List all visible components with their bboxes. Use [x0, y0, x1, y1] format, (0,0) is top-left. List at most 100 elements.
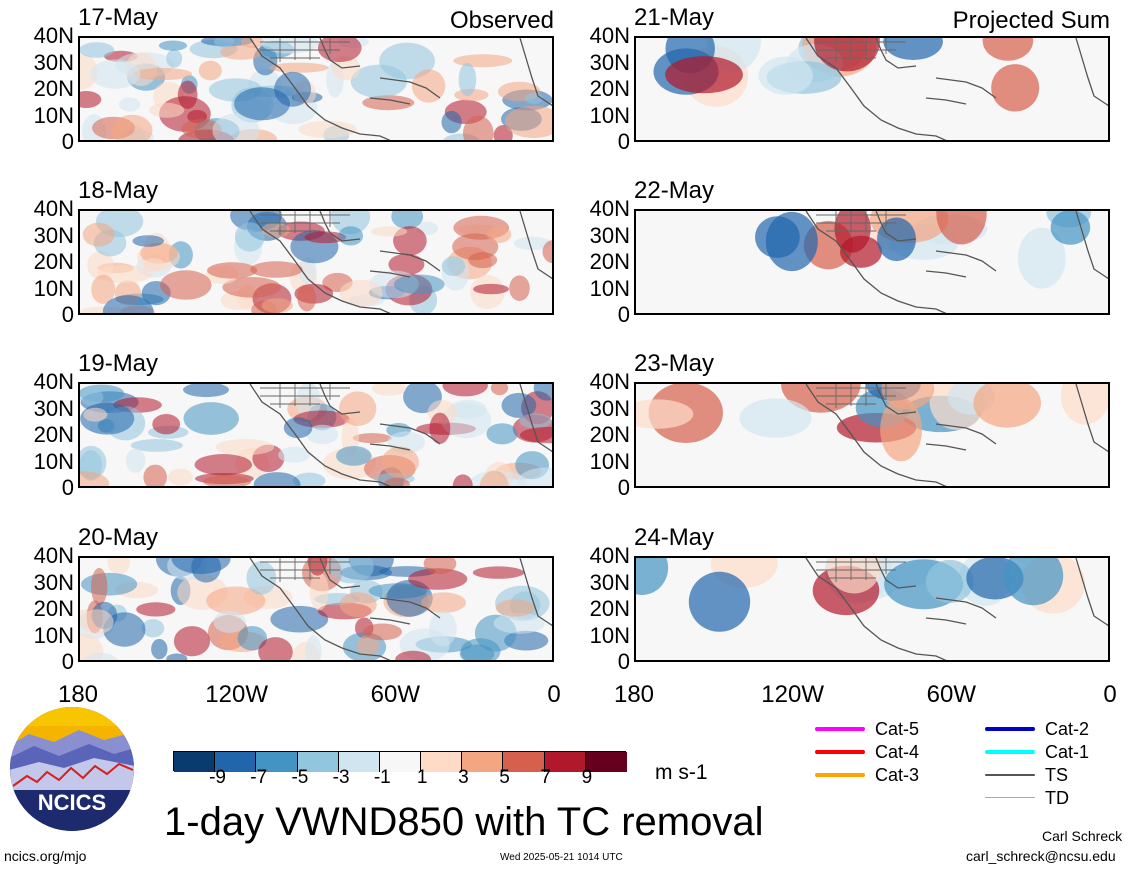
anomaly-blob	[493, 612, 546, 634]
lat-label: 20N	[33, 596, 74, 621]
panel-date-left-2: 19-May	[78, 350, 159, 377]
lat-label: 0	[617, 129, 630, 154]
anomaly-blob	[183, 402, 239, 435]
anomaly-blob	[486, 226, 512, 243]
anomaly-blob	[111, 114, 153, 140]
anomaly-blob	[688, 571, 751, 632]
panel-date-left-0: 17-May	[78, 4, 159, 31]
lat-label: 30N	[589, 49, 630, 75]
lat-label: 40N	[589, 23, 630, 48]
anomaly-blob	[339, 279, 383, 308]
anomaly-blob	[453, 54, 513, 68]
anomaly-blob	[441, 110, 462, 134]
anomaly-blob	[1050, 211, 1091, 245]
anomaly-blob	[441, 256, 466, 277]
lat-label: 0	[61, 475, 74, 500]
lat-label: 30N	[33, 395, 74, 421]
coastline	[805, 558, 1108, 660]
coastline	[805, 384, 1108, 486]
anomaly-blob	[486, 423, 518, 445]
tc-legend-item: Cat-5	[815, 718, 955, 740]
anomaly-blob	[352, 433, 392, 444]
tc-legend-swatch	[985, 797, 1035, 798]
anomaly-blob	[305, 635, 322, 660]
anomaly-blob	[501, 392, 537, 418]
map-panel-left-0	[78, 36, 554, 142]
colorbar	[173, 751, 627, 772]
tc-legend-item: Cat-2	[985, 718, 1125, 740]
colorbar-tick-label: -9	[209, 767, 227, 788]
anomaly-blob	[383, 477, 410, 486]
anomaly-blob	[207, 262, 258, 279]
lat-label: 30N	[33, 49, 74, 75]
tc-legend-label: Cat-1	[1045, 742, 1090, 762]
anomaly-blob	[91, 274, 116, 304]
anomaly-blob	[183, 384, 229, 398]
anomaly-blob	[1017, 227, 1066, 289]
colorbar-tick-label: -1	[373, 767, 391, 788]
colorbar-cell	[338, 752, 380, 772]
anomaly-blob	[338, 226, 364, 246]
anomaly-blob	[203, 475, 252, 486]
footer-email[interactable]: carl_schreck@ncsu.edu	[966, 848, 1116, 864]
anomaly-blob	[408, 568, 468, 590]
anomaly-blob	[240, 38, 264, 48]
colorbar-tick-label: 9	[581, 767, 593, 788]
colorbar-cell	[256, 752, 298, 772]
anomaly-blob	[1060, 384, 1108, 425]
anomaly-blob	[458, 62, 477, 97]
tc-legend-label: TD	[1045, 788, 1069, 808]
anomaly-blob	[504, 105, 552, 139]
anomaly-blob	[883, 38, 943, 60]
anomaly-blob	[328, 558, 374, 584]
boundary-lines	[260, 384, 350, 408]
anomaly-blob	[636, 558, 669, 595]
lat-label: 10N	[589, 102, 630, 128]
tc-legend-swatch	[815, 750, 865, 754]
anomaly-blob	[80, 91, 102, 108]
anomaly-blob	[442, 384, 488, 397]
anomaly-blob	[479, 470, 509, 486]
coastline	[249, 558, 552, 660]
anomaly-blob	[158, 40, 188, 51]
anomaly-blob	[391, 211, 424, 230]
anomaly-blob	[194, 454, 252, 476]
lat-label: 30N	[589, 222, 630, 248]
colorbar-cell	[462, 752, 504, 772]
anomaly-blob	[834, 211, 871, 253]
anomaly-blob	[107, 558, 130, 575]
anomaly-blob	[880, 397, 923, 462]
colorbar-tick-label: 3	[458, 767, 469, 788]
anomaly-blob	[168, 468, 193, 486]
panel-label-left-0: Observed	[449, 7, 554, 34]
tc-legend-label: Cat-2	[1045, 719, 1090, 739]
lon-label: 0	[547, 681, 561, 708]
anomaly-blob	[509, 275, 530, 301]
lat-label: 0	[617, 649, 630, 674]
anomaly-blob	[269, 62, 329, 73]
colorbar-tick-label: -3	[332, 767, 350, 788]
anomaly-blob	[468, 252, 498, 269]
anomaly-blob	[213, 610, 246, 633]
lat-label: 10N	[589, 448, 630, 474]
lat-label: 10N	[33, 102, 74, 128]
anomaly-blob	[82, 222, 115, 247]
lat-label: 20N	[589, 422, 630, 447]
anomaly-blob	[136, 602, 176, 617]
anomaly-blob	[339, 592, 377, 618]
anomaly-blob	[212, 113, 260, 140]
anomaly-blob	[234, 222, 265, 252]
panel-date-right-3: 24-May	[634, 524, 715, 551]
anomaly-blob	[143, 258, 165, 272]
anomaly-blob	[490, 384, 509, 396]
anomaly-blob	[460, 638, 501, 660]
coastline	[249, 38, 552, 140]
anomaly-blob	[173, 626, 211, 657]
map-panel-left-3	[78, 556, 554, 662]
footer-url[interactable]: ncics.org/mjo	[4, 848, 87, 864]
anomaly-blob	[758, 56, 813, 95]
tc-legend-swatch	[815, 773, 865, 777]
anomaly-blob	[91, 567, 108, 606]
lat-label: 30N	[33, 569, 74, 595]
colorbar-cell	[544, 752, 586, 772]
